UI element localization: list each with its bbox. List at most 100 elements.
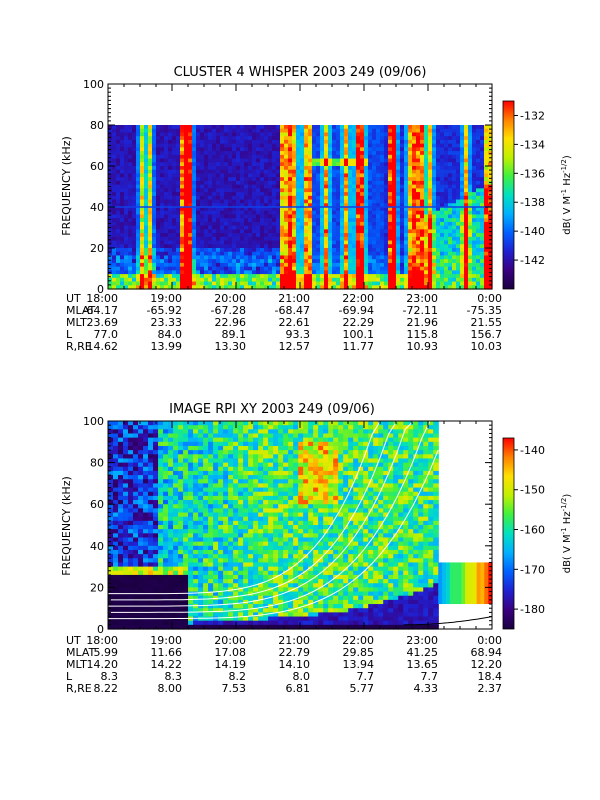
chart2-spectro-cell xyxy=(163,516,169,522)
chart1-spectro-cell xyxy=(368,147,373,152)
chart1-spectro-cell xyxy=(372,136,377,141)
chart1-spectro-cell xyxy=(168,262,173,268)
chart1-spectro-cell xyxy=(380,266,385,271)
chart1-spectro-cell xyxy=(224,266,229,271)
chart1-spectro-cell xyxy=(456,248,461,253)
chart1-spectro-cell xyxy=(336,132,341,137)
chart2-spectro-cell xyxy=(113,450,119,455)
chart1-spectro-cell xyxy=(272,184,277,189)
chart1-spectro-cell xyxy=(120,158,125,163)
chart1-spectro-cell xyxy=(340,151,345,156)
chart1-spectro-cell xyxy=(396,251,401,257)
chart1-spectro-cell xyxy=(260,166,265,171)
chart2-spectro-cell xyxy=(118,421,124,426)
chart2-spectro-cell xyxy=(108,545,114,551)
chart1-spectro-cell xyxy=(472,270,477,275)
chart1-spectro-cell xyxy=(456,199,461,204)
chart1-spectro-cell xyxy=(296,169,301,175)
chart2-spectro-cell xyxy=(158,487,164,493)
chart1-spectro-cell xyxy=(160,132,165,137)
chart1-spectro-cell xyxy=(200,188,205,193)
chart1-spectro-cell xyxy=(216,236,221,242)
chart2-spectro-cell xyxy=(113,549,119,555)
chart2-spectro-cell xyxy=(138,566,144,572)
chart2-spectro-cell xyxy=(163,475,169,480)
chart1-spectro-cell xyxy=(184,233,189,238)
chart1-spectro-cell xyxy=(424,199,429,204)
chart1-spectro-cell xyxy=(408,154,413,160)
chart1-spectro-cell xyxy=(476,221,481,227)
chart1-spectro-cell xyxy=(172,151,177,156)
chart1-spectro-cell xyxy=(316,173,321,178)
chart1-spectro-cell xyxy=(156,210,161,216)
chart1-spectro-cell xyxy=(380,151,385,156)
chart1-spectro-cell xyxy=(144,139,149,145)
chart1-spectro-cell xyxy=(348,128,353,134)
chart1-spectro-cell xyxy=(280,169,285,175)
chart1-spectro-cell xyxy=(404,285,409,290)
chart1-spectro-cell xyxy=(372,192,377,197)
chart1-spectro-cell xyxy=(376,195,381,201)
chart1-spectro-cell xyxy=(364,147,369,152)
chart2-spectro-cell xyxy=(113,437,119,443)
chart1-spectro-cell xyxy=(352,173,357,178)
chart1-spectro-cell xyxy=(284,266,289,271)
chart1-spectro-cell xyxy=(292,132,297,137)
chart1-spectro-cell xyxy=(384,173,389,178)
chart1-spectro-cell xyxy=(280,132,285,137)
chart1-spectro-cell xyxy=(448,262,453,268)
chart1-spectro-cell xyxy=(464,214,469,219)
chart1-spectro-cell xyxy=(144,259,149,264)
chart1-spectro-cell xyxy=(480,266,485,271)
chart1-spectro-cell xyxy=(320,240,325,245)
chart1-spectro-cell xyxy=(260,266,265,271)
chart1-spectro-cell xyxy=(156,221,161,227)
chart1-spectro-cell xyxy=(352,177,357,182)
chart1-spectro-cell xyxy=(212,169,217,175)
chart1-spectro-cell xyxy=(232,162,237,167)
chart1-spectro-cell xyxy=(444,177,449,182)
chart1-spectro-cell xyxy=(196,125,201,130)
chart1-spectro-cell xyxy=(452,248,457,253)
chart1-spectro-cell xyxy=(280,184,285,189)
chart1-spectro-cell xyxy=(192,285,197,290)
chart2-spectro-cell xyxy=(123,429,129,435)
chart1-spectro-cell xyxy=(388,274,393,279)
chart2-spectro-cell xyxy=(133,500,139,505)
chart2-spectro-cell xyxy=(138,466,144,472)
chart1-spectro-cell xyxy=(420,132,425,137)
chart1-spectro-cell xyxy=(208,248,213,253)
chart1-spectro-cell xyxy=(448,281,453,286)
chart1-spectro-cell xyxy=(124,244,129,249)
chart1-spectro-cell xyxy=(228,274,233,279)
chart2-spectro-cell xyxy=(143,520,149,526)
chart1-spectro-cell xyxy=(404,203,409,208)
chart1-spectro-cell xyxy=(296,143,301,148)
chart1-spectro-cell xyxy=(396,218,401,223)
chart1-spectro-cell xyxy=(196,251,201,257)
chart1-spectro-cell xyxy=(284,143,289,148)
chart2-spectro-cell xyxy=(133,425,139,430)
chart1-spectro-cell xyxy=(460,277,465,283)
chart1-spectro-cell xyxy=(376,166,381,171)
chart1-spectro-cell xyxy=(240,229,245,234)
chart1-spectro-cell xyxy=(480,192,485,197)
chart1-spectro-cell xyxy=(312,229,317,234)
chart2-spectro-cell xyxy=(148,541,154,547)
chart1-spectro-cell xyxy=(328,225,333,230)
chart1-spectro-cell xyxy=(488,169,493,175)
chart1-spectro-cell xyxy=(144,151,149,156)
chart1-spectro-cell xyxy=(132,221,137,227)
chart1-spectro-cell xyxy=(432,251,437,257)
chart1-spectro-cell xyxy=(356,244,361,249)
chart1-spectro-cell xyxy=(304,143,309,148)
chart1-spectro-cell xyxy=(312,244,317,249)
chart1-spectro-cell xyxy=(488,210,493,216)
chart1-spectro-cell xyxy=(176,244,181,249)
chart1-spectro-cell xyxy=(388,177,393,182)
chart1-spectro-cell xyxy=(292,147,297,152)
chart1-spectro-cell xyxy=(188,192,193,197)
chart1-spectro-cell xyxy=(236,180,241,186)
chart1-spectro-cell xyxy=(304,195,309,201)
chart1-spectro-cell xyxy=(196,229,201,234)
